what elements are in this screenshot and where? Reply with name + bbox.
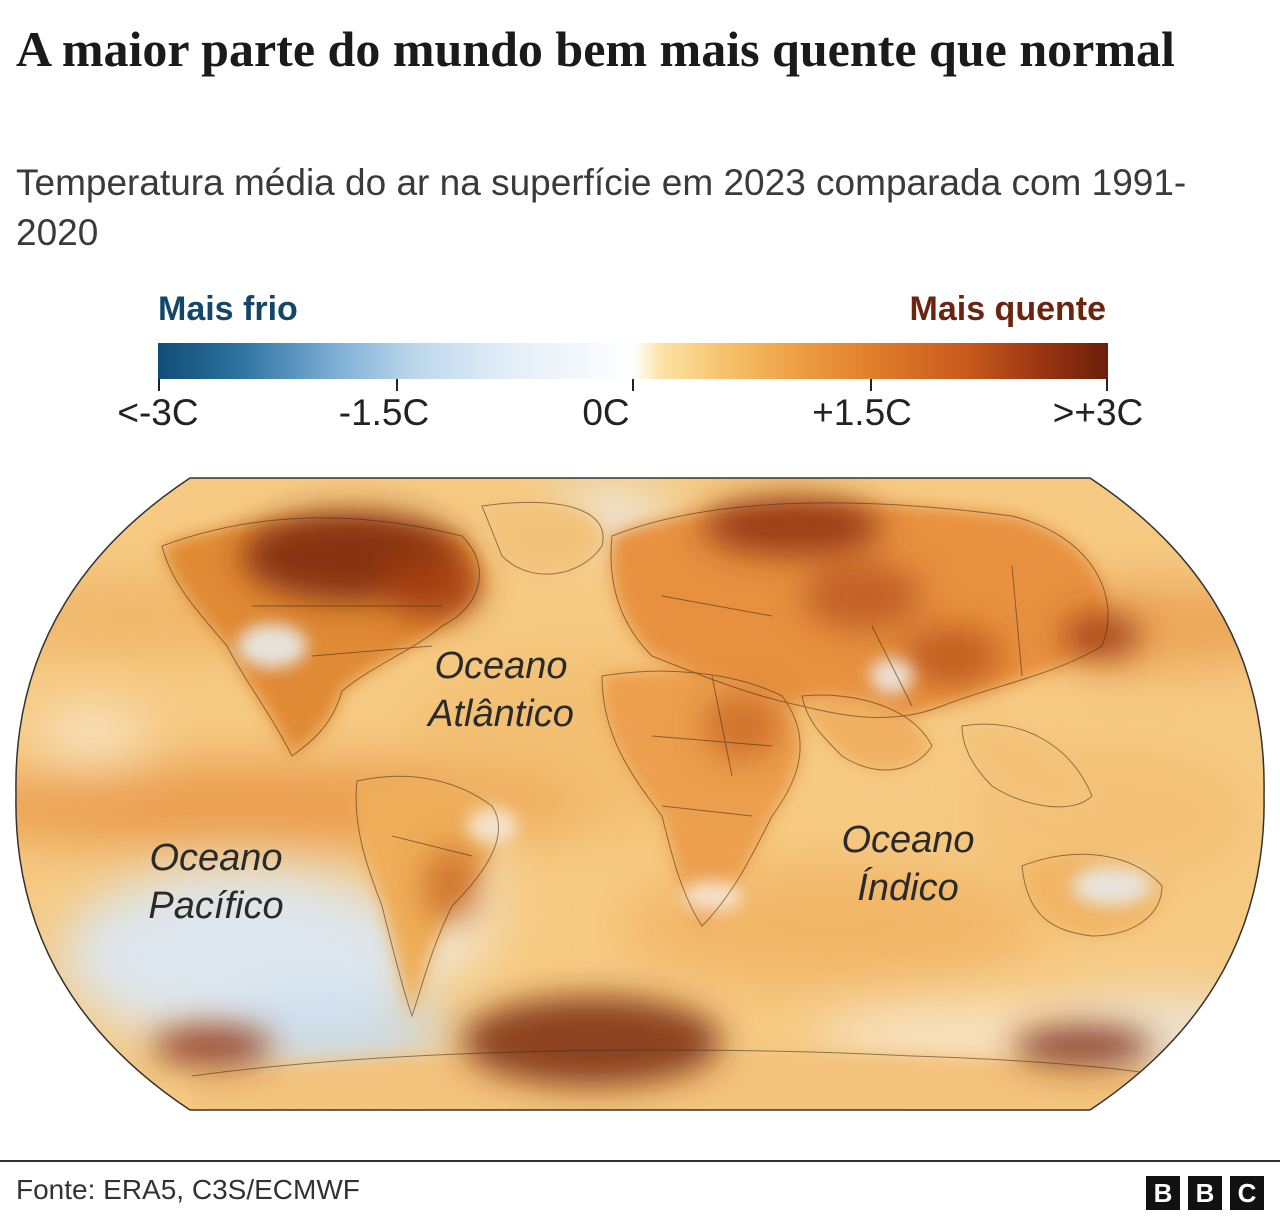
source-credit: Fonte: ERA5, C3S/ECMWF <box>16 1174 360 1205</box>
legend-warm-label: Mais quente <box>909 290 1106 328</box>
scale-tick <box>870 379 872 391</box>
scale-tick <box>396 379 398 391</box>
bbc-logo-block: B <box>1188 1176 1222 1210</box>
scale-label-zero: 0C <box>582 392 630 433</box>
label-pacific-line1: Oceano <box>149 837 283 879</box>
chart-title: A maior parte do mundo bem mais quente q… <box>16 21 1175 77</box>
footer-divider <box>0 1160 1280 1162</box>
scale-label-pos: +1.5C <box>812 392 912 433</box>
label-atlantic-line2: Atlântico <box>428 693 574 735</box>
label-atlantic-line1: Oceano <box>434 645 568 687</box>
scale-label-min: <-3C <box>117 392 199 433</box>
bbc-logo-block: C <box>1230 1176 1264 1210</box>
label-indian-ocean: Oceano Índico <box>841 816 974 912</box>
label-pacific-ocean: Oceano Pacífico <box>148 834 283 930</box>
bbc-logo-block: B <box>1146 1176 1180 1210</box>
scale-label-max: >+3C <box>1052 392 1144 433</box>
label-indian-line2: Índico <box>857 867 959 909</box>
scale-tick <box>632 379 634 391</box>
scale-label-neg: -1.5C <box>338 392 430 433</box>
chart-subtitle: Temperatura média do ar na superfície em… <box>16 162 1187 253</box>
scale-tick <box>158 379 160 391</box>
color-scale-bar <box>158 343 1108 379</box>
bbc-logo: B B C <box>1146 1176 1264 1210</box>
scale-tick <box>1106 379 1108 391</box>
label-atlantic-ocean: Oceano Atlântico <box>428 642 574 738</box>
world-anomaly-map <box>15 477 1265 1111</box>
legend-cold-label: Mais frio <box>158 290 298 328</box>
label-indian-line1: Oceano <box>841 819 975 861</box>
label-pacific-line2: Pacífico <box>148 885 284 927</box>
map-frame <box>15 477 1265 1111</box>
